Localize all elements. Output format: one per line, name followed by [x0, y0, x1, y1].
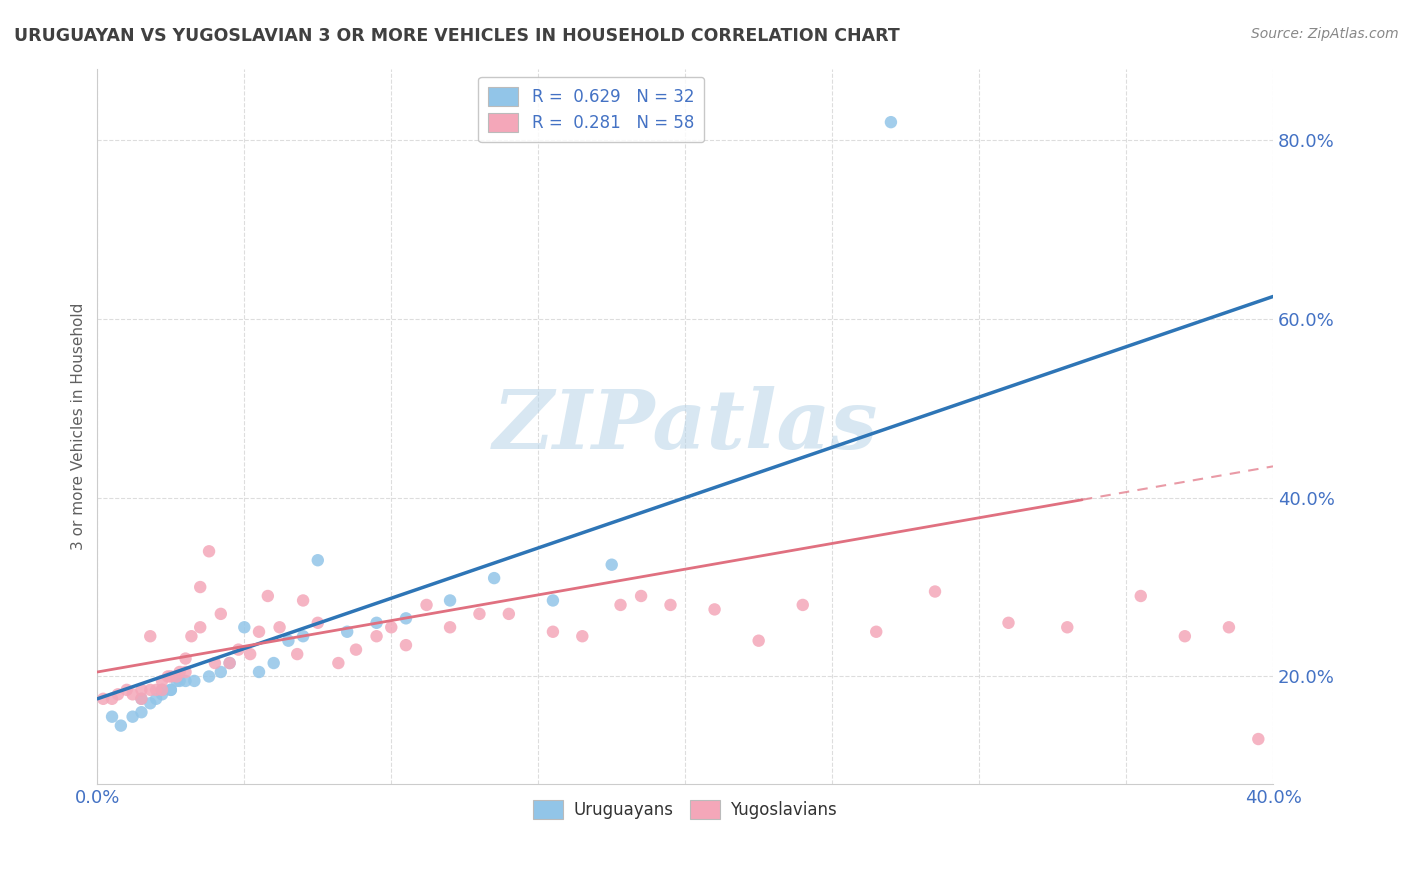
Point: [880, 115, 903, 129]
Point: [292, 629, 315, 643]
Point: [150, 682, 173, 697]
Point: [541, 624, 564, 639]
Point: [139, 629, 162, 643]
Point: [380, 620, 402, 634]
Y-axis label: 3 or more Vehicles in Household: 3 or more Vehicles in Household: [72, 302, 86, 549]
Point: [131, 682, 153, 697]
Point: [139, 682, 162, 697]
Point: [344, 642, 367, 657]
Point: [209, 607, 232, 621]
Point: [328, 656, 350, 670]
Point: [247, 665, 270, 679]
Point: [169, 665, 191, 679]
Point: [188, 620, 211, 634]
Point: [482, 571, 505, 585]
Point: [183, 673, 205, 688]
Text: Source: ZipAtlas.com: Source: ZipAtlas.com: [1251, 27, 1399, 41]
Text: ZIPatlas: ZIPatlas: [492, 386, 877, 467]
Point: [145, 691, 167, 706]
Point: [101, 691, 124, 706]
Point: [1218, 620, 1240, 634]
Point: [228, 642, 250, 657]
Point: [307, 553, 329, 567]
Point: [239, 647, 262, 661]
Point: [541, 593, 564, 607]
Point: [247, 624, 270, 639]
Point: [131, 691, 153, 706]
Point: [277, 633, 299, 648]
Point: [156, 669, 179, 683]
Point: [1174, 629, 1197, 643]
Point: [131, 691, 153, 706]
Point: [150, 687, 173, 701]
Point: [703, 602, 725, 616]
Point: [218, 656, 240, 670]
Point: [150, 673, 173, 688]
Point: [121, 687, 143, 701]
Point: [121, 709, 143, 723]
Point: [571, 629, 593, 643]
Point: [204, 656, 226, 670]
Text: URUGUAYAN VS YUGOSLAVIAN 3 OR MORE VEHICLES IN HOUSEHOLD CORRELATION CHART: URUGUAYAN VS YUGOSLAVIAN 3 OR MORE VEHIC…: [14, 27, 900, 45]
Point: [107, 687, 129, 701]
Point: [145, 682, 167, 697]
Point: [865, 624, 887, 639]
Point: [366, 615, 388, 630]
Point: [150, 682, 173, 697]
Point: [166, 673, 188, 688]
Point: [263, 656, 285, 670]
Point: [439, 620, 461, 634]
Point: [160, 669, 183, 683]
Point: [169, 673, 191, 688]
Point: [101, 709, 124, 723]
Point: [336, 624, 359, 639]
Point: [160, 682, 183, 697]
Point: [115, 682, 138, 697]
Point: [218, 656, 240, 670]
Point: [792, 598, 814, 612]
Point: [1056, 620, 1078, 634]
Legend: Uruguayans, Yugoslavians: Uruguayans, Yugoslavians: [527, 793, 844, 825]
Point: [600, 558, 623, 572]
Point: [180, 629, 202, 643]
Point: [139, 696, 162, 710]
Point: [198, 544, 221, 558]
Point: [188, 580, 211, 594]
Point: [630, 589, 652, 603]
Point: [997, 615, 1019, 630]
Point: [174, 651, 197, 665]
Point: [166, 669, 188, 683]
Point: [209, 665, 232, 679]
Point: [285, 647, 308, 661]
Point: [748, 633, 770, 648]
Point: [91, 691, 114, 706]
Point: [198, 669, 221, 683]
Point: [395, 638, 418, 652]
Point: [269, 620, 291, 634]
Point: [1247, 732, 1270, 747]
Point: [174, 665, 197, 679]
Point: [924, 584, 946, 599]
Point: [609, 598, 631, 612]
Point: [498, 607, 520, 621]
Point: [307, 615, 329, 630]
Point: [292, 593, 315, 607]
Point: [233, 620, 256, 634]
Point: [439, 593, 461, 607]
Point: [174, 673, 197, 688]
Point: [468, 607, 491, 621]
Point: [131, 705, 153, 719]
Point: [415, 598, 437, 612]
Point: [160, 682, 183, 697]
Point: [1129, 589, 1152, 603]
Point: [395, 611, 418, 625]
Point: [256, 589, 278, 603]
Point: [366, 629, 388, 643]
Point: [110, 718, 132, 732]
Point: [659, 598, 682, 612]
